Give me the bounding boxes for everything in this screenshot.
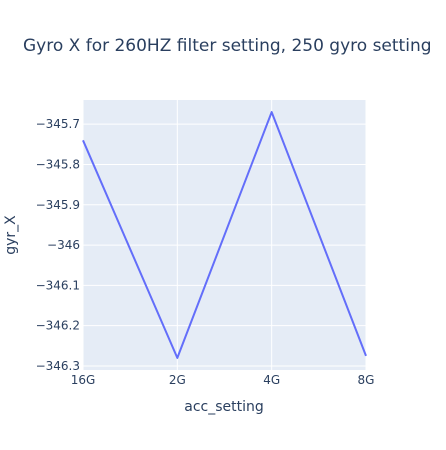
x-tick-label: 4G	[263, 373, 280, 387]
chart-title: Gyro X for 260HZ filter setting, 250 gyr…	[23, 36, 432, 56]
x-tick-label: 16G	[71, 373, 96, 387]
x-axis-ticks: 16G 2G 4G 8G	[71, 373, 375, 387]
y-axis-title: gyr_X	[3, 215, 19, 255]
grid-lines	[82, 100, 367, 370]
y-tick-label: −346.3	[36, 359, 80, 373]
y-tick-label: −345.7	[36, 117, 80, 131]
y-tick-label: −345.9	[36, 198, 80, 212]
series-layer	[82, 111, 367, 359]
y-tick-label: −346	[47, 238, 80, 252]
x-axis-title: acc_setting	[184, 399, 264, 415]
y-tick-label: −345.8	[36, 157, 80, 171]
series-line	[82, 111, 367, 359]
x-tick-label: 8G	[358, 373, 375, 387]
x-tick-label: 2G	[169, 373, 186, 387]
y-axis-ticks: −345.7 −345.8 −345.9 −346 −346.1 −346.2 −346.3	[36, 117, 80, 373]
y-tick-label: −346.2	[36, 319, 80, 333]
y-tick-label: −346.1	[36, 278, 80, 292]
